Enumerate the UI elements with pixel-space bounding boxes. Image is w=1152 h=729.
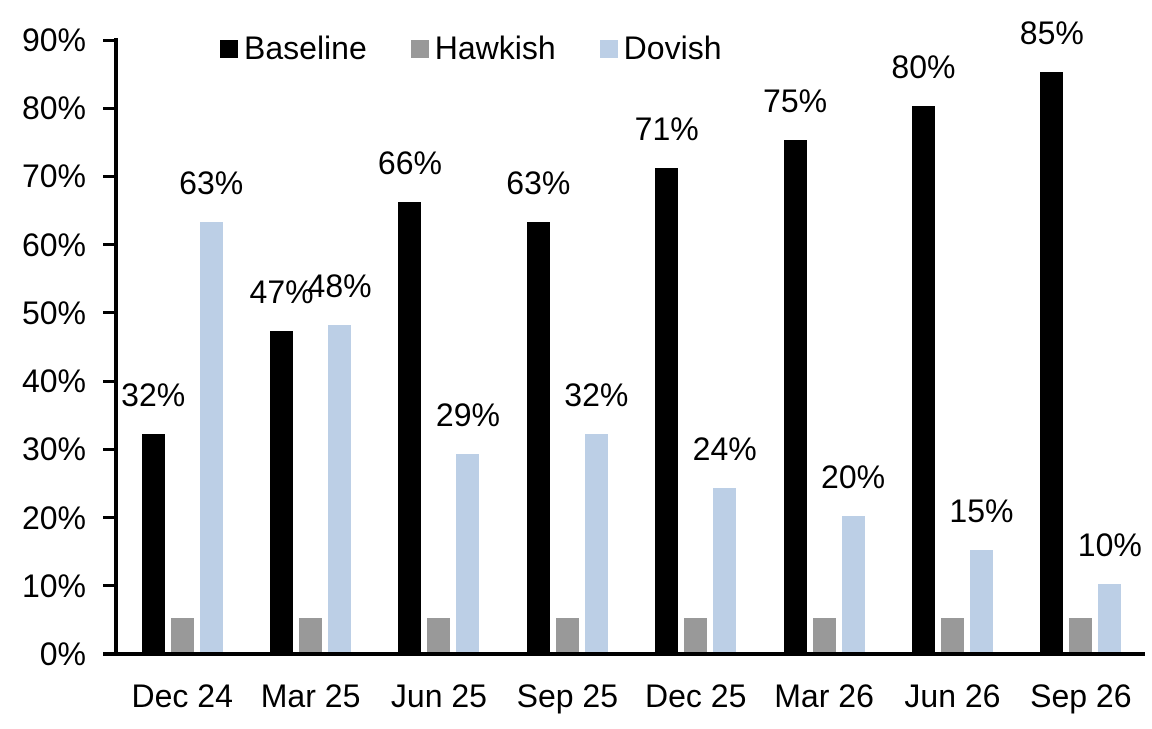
y-tick-label-50: 50%	[21, 294, 86, 331]
bar-hawkish-jun-25	[427, 618, 451, 652]
legend-item-baseline: Baseline	[220, 30, 367, 67]
x-tick-label-dec-25: Dec 25	[644, 678, 747, 714]
y-tick-label-90: 90%	[21, 22, 86, 58]
y-tick-label-70: 70%	[21, 158, 86, 195]
y-tick-80	[103, 106, 114, 110]
bar-baseline-mar-25	[270, 331, 294, 652]
bar-baseline-dec-25	[655, 168, 679, 652]
bar-hawkish-sep-26	[1069, 618, 1093, 652]
legend-swatch-dovish	[599, 39, 618, 58]
x-tick-label-sep-25: Sep 25	[516, 678, 619, 714]
bar-dovish-jun-25	[456, 454, 480, 652]
x-tick-label-mar-26: Mar 26	[774, 678, 874, 714]
y-tick-90	[103, 38, 114, 42]
x-axis-line	[103, 652, 1145, 656]
bar-dovish-mar-25	[328, 325, 352, 652]
bar-hawkish-mar-25	[299, 618, 323, 652]
bar-baseline-mar-26	[783, 140, 807, 652]
x-tick-label-dec-24: Dec 24	[131, 678, 233, 714]
bar-hawkish-dec-25	[684, 618, 708, 652]
bar-label-dovish-jun-26: 15%	[949, 493, 1014, 529]
bar-dovish-mar-26	[841, 516, 865, 652]
legend-label-dovish: Dovish	[623, 30, 722, 66]
x-tick-label-sep-26: Sep 26	[1030, 678, 1132, 714]
legend-item-dovish: Dovish	[599, 30, 722, 67]
bar-hawkish-jun-26	[940, 618, 964, 652]
y-tick-20	[103, 516, 114, 520]
y-tick-label-0: 0%	[39, 636, 86, 672]
legend-label-baseline: Baseline	[244, 30, 367, 66]
bar-baseline-dec-24	[141, 434, 165, 652]
y-tick-10	[103, 584, 114, 588]
bar-dovish-dec-24	[199, 222, 223, 652]
bar-label-baseline-sep-26: 85%	[1019, 15, 1084, 51]
x-tick-label-jun-25: Jun 25	[390, 678, 487, 714]
legend: Baseline Hawkish Dovish	[220, 30, 721, 67]
y-tick-label-60: 60%	[21, 226, 86, 263]
legend-label-hawkish: Hawkish	[434, 30, 556, 66]
bar-label-dovish-sep-25: 32%	[564, 377, 629, 413]
bar-dovish-jun-26	[969, 550, 993, 652]
y-tick-label-20: 20%	[21, 499, 86, 536]
bar-label-baseline-dec-24: 32%	[121, 377, 186, 413]
bar-label-dovish-sep-26: 10%	[1077, 527, 1142, 563]
bar-hawkish-dec-24	[170, 618, 194, 652]
bar-label-dovish-jun-25: 29%	[435, 397, 500, 433]
x-tick-label-mar-25: Mar 25	[260, 678, 361, 714]
bar-label-baseline-sep-25: 63%	[506, 165, 571, 201]
bar-label-baseline-dec-25: 71%	[634, 111, 699, 147]
y-axis-line	[114, 38, 118, 656]
bar-label-baseline-jun-25: 66%	[377, 145, 442, 181]
bar-baseline-jun-26	[911, 106, 935, 652]
y-tick-label-30: 30%	[21, 431, 86, 468]
bar-label-dovish-dec-24: 63%	[179, 165, 244, 201]
bar-hawkish-sep-25	[555, 618, 579, 652]
y-tick-label-80: 80%	[21, 90, 86, 127]
bar-label-baseline-jun-26: 80%	[891, 49, 956, 85]
bar-label-dovish-mar-26: 20%	[821, 459, 886, 495]
bar-dovish-dec-25	[713, 488, 737, 652]
bar-baseline-sep-25	[526, 222, 550, 652]
y-tick-40	[103, 379, 114, 383]
legend-item-hawkish: Hawkish	[410, 30, 556, 67]
y-tick-label-40: 40%	[21, 363, 86, 400]
bar-baseline-jun-25	[398, 202, 422, 652]
bar-label-dovish-mar-25: 48%	[307, 268, 372, 304]
y-tick-label-10: 10%	[21, 567, 86, 604]
bar-label-baseline-mar-25: 47%	[249, 274, 314, 310]
y-tick-50	[103, 311, 114, 315]
bar-dovish-sep-25	[584, 434, 608, 652]
legend-swatch-baseline	[220, 39, 238, 58]
bar-label-dovish-dec-25: 24%	[692, 431, 757, 467]
bar-dovish-sep-26	[1098, 584, 1122, 652]
y-tick-60	[103, 243, 114, 247]
y-tick-30	[103, 447, 114, 451]
bar-hawkish-mar-26	[812, 618, 836, 652]
bar-label-baseline-mar-26: 75%	[763, 83, 828, 119]
x-tick-label-jun-26: Jun 26	[904, 678, 1001, 714]
bar-baseline-sep-26	[1040, 72, 1064, 652]
y-tick-70	[103, 174, 114, 178]
legend-swatch-hawkish	[410, 39, 429, 58]
